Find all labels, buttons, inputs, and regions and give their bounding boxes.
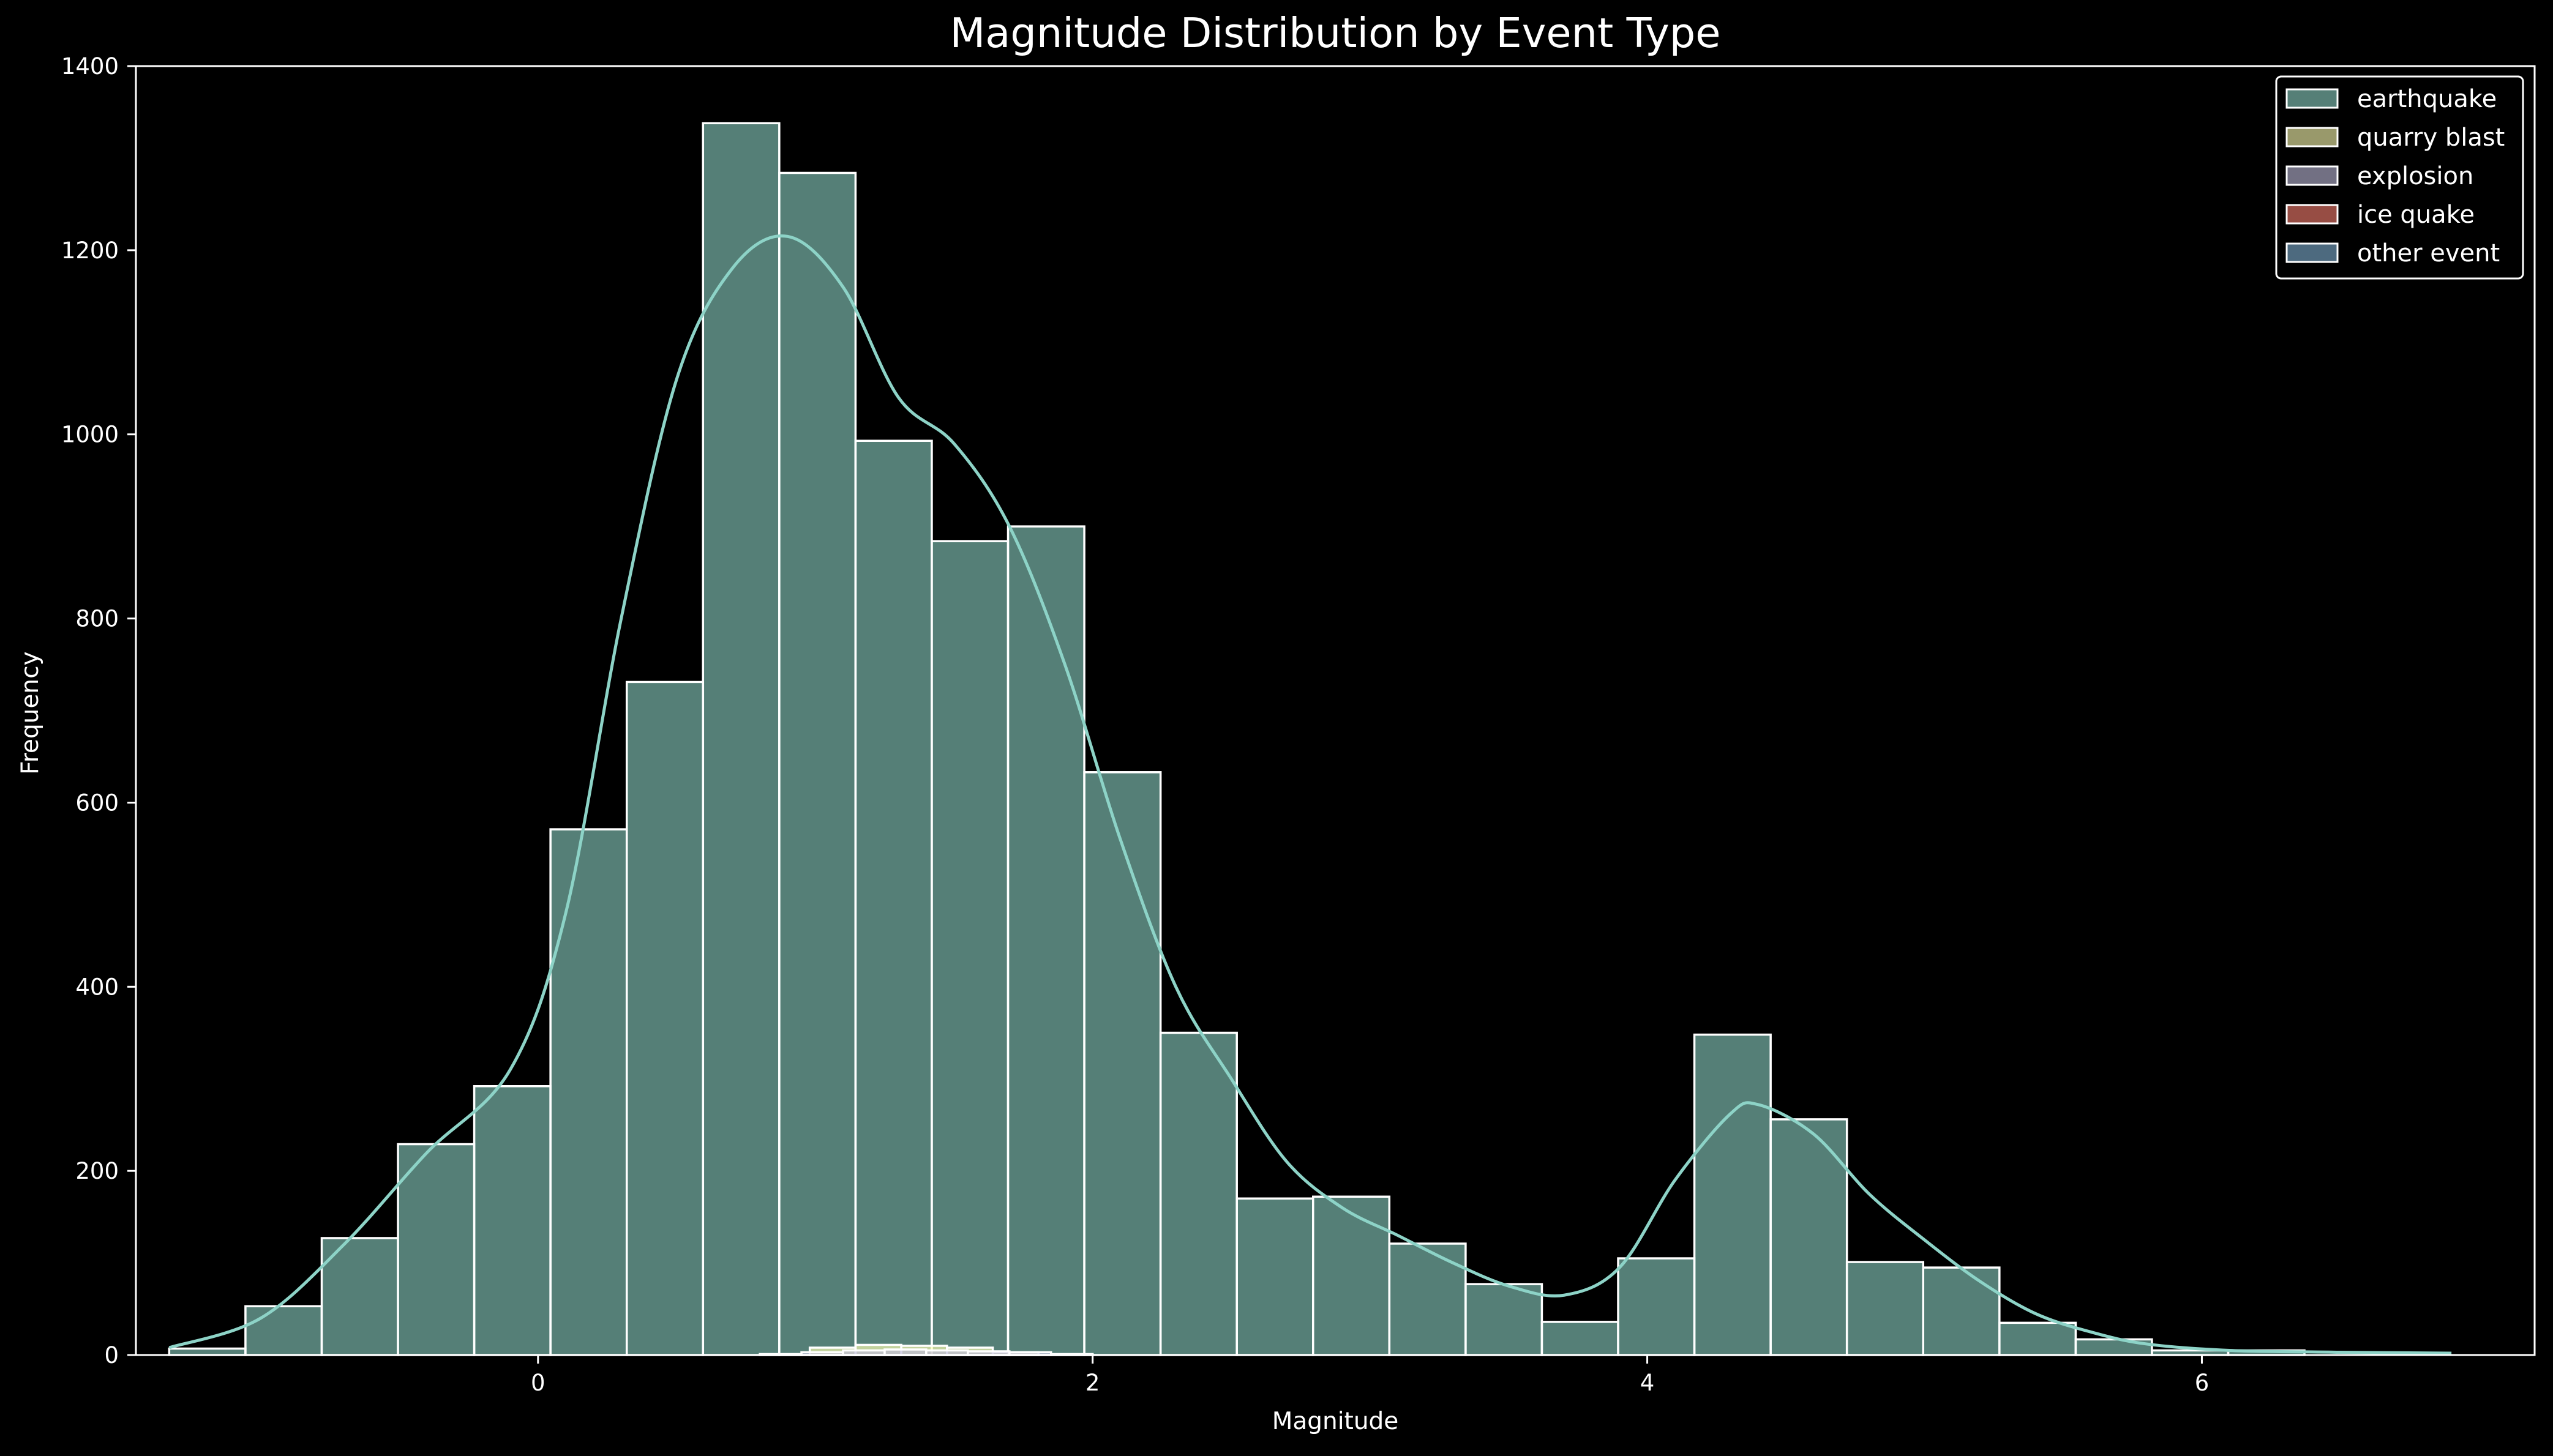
legend-item-quarry-blast: quarry blast (2285, 124, 2505, 152)
earthquake-bar (1388, 1242, 1467, 1356)
legend-swatch (2285, 204, 2339, 225)
earthquake-bar (1312, 1195, 1391, 1356)
y-ticks: 0 200 400 600 800 1000 1200 1400 (61, 53, 136, 1368)
legend-label: ice quake (2357, 201, 2475, 229)
earthquake-bar (168, 1347, 247, 1356)
legend-swatch (2285, 242, 2339, 263)
legend-label: other event (2357, 239, 2500, 267)
legend-item-explosion: explosion (2285, 162, 2473, 190)
earthquake-bar (1007, 525, 1085, 1356)
earthquake-bar (244, 1305, 323, 1356)
x-tick-label: 6 (2195, 1370, 2210, 1396)
kde-layer (168, 234, 2452, 1355)
legend-label: explosion (2357, 162, 2473, 190)
earthquake-bar (931, 540, 1010, 1356)
earthquake-bar (1540, 1321, 1619, 1356)
y-tick-label: 800 (75, 606, 119, 632)
earthquake-bar (1998, 1321, 2077, 1356)
legend-item-other-event: other event (2285, 239, 2500, 267)
earthquake-bar (473, 1085, 552, 1356)
chart-title: Magnitude Distribution by Event Type (950, 9, 1720, 57)
y-tick-label: 1200 (61, 237, 119, 264)
y-tick-label: 200 (75, 1158, 119, 1184)
earthquake-bar (778, 171, 857, 1356)
y-tick-label: 1000 (61, 422, 119, 448)
legend-swatch (2285, 165, 2339, 186)
x-axis-label: Magnitude (1272, 1408, 1399, 1435)
earthquake-bar (1617, 1257, 1696, 1356)
legend-items: earthquake quarry blast explosion ice quake… (2285, 85, 2505, 267)
earthquake-bar (1464, 1283, 1543, 1356)
legend-item-ice-quake: ice quake (2285, 201, 2475, 229)
earthquake-bar (854, 439, 933, 1356)
x-ticks: 0 2 4 6 (531, 1355, 2209, 1396)
earthquake-bar (1083, 771, 1162, 1356)
earthquake-bar (1769, 1118, 1848, 1356)
x-tick-label: 0 (531, 1370, 545, 1396)
legend-swatch (2285, 127, 2339, 147)
bars-layer (168, 122, 2306, 1356)
earthquake-bar (1845, 1261, 1924, 1356)
x-tick-label: 2 (1085, 1370, 1100, 1396)
earthquake-kde-line (168, 234, 2452, 1355)
earthquake-series (168, 122, 2306, 1356)
y-tick-label: 1400 (61, 53, 119, 80)
earthquake-bar (702, 122, 781, 1356)
y-tick-label: 0 (104, 1342, 119, 1368)
earthquake-bar (625, 681, 705, 1356)
legend-label: quarry blast (2357, 124, 2505, 152)
legend: earthquake quarry blast explosion ice quake… (2275, 75, 2524, 280)
legend-swatch (2285, 88, 2339, 109)
legend-item-earthquake: earthquake (2285, 85, 2497, 113)
legend-label: earthquake (2357, 85, 2497, 113)
earthquake-bar (397, 1143, 476, 1356)
earthquake-bar (1922, 1266, 2001, 1356)
earthquake-bar (1235, 1197, 1314, 1356)
x-tick-label: 4 (1640, 1370, 1655, 1396)
earthquake-bar (549, 828, 628, 1356)
earthquake-bar (1159, 1031, 1238, 1356)
y-tick-label: 400 (75, 974, 119, 1000)
plot-frame (135, 65, 2536, 1356)
y-axis-label: Frequency (17, 651, 44, 774)
y-tick-label: 600 (75, 790, 119, 816)
earthquake-bar (1693, 1033, 1772, 1356)
